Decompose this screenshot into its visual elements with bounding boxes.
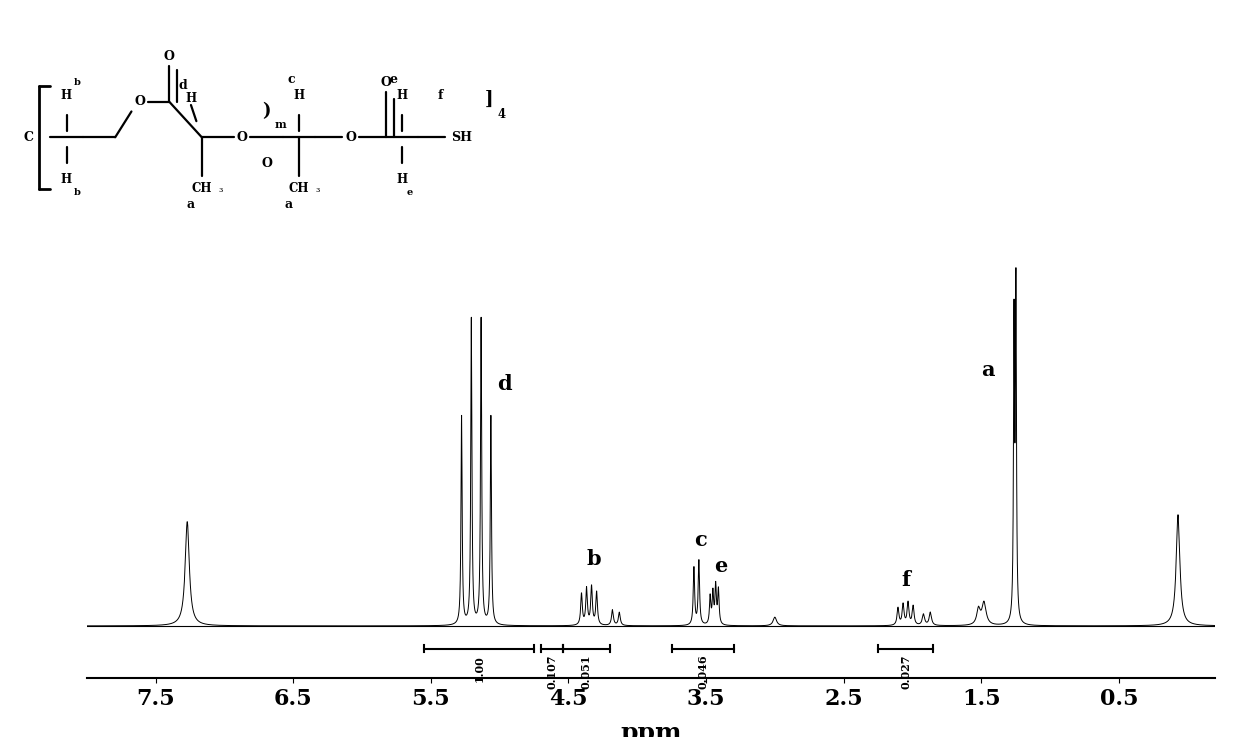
Text: 0.107: 0.107 bbox=[547, 654, 558, 689]
Text: SH: SH bbox=[451, 130, 472, 144]
Text: 1.00: 1.00 bbox=[474, 654, 485, 682]
Text: 0.051: 0.051 bbox=[580, 654, 591, 689]
Text: O: O bbox=[134, 95, 145, 108]
Text: O: O bbox=[262, 156, 272, 170]
Text: O: O bbox=[345, 130, 356, 144]
Text: CH: CH bbox=[289, 182, 310, 195]
Text: a: a bbox=[187, 198, 195, 212]
Text: H: H bbox=[397, 89, 408, 102]
Text: H: H bbox=[294, 89, 305, 102]
Text: 0.027: 0.027 bbox=[900, 654, 911, 689]
Text: e: e bbox=[389, 73, 398, 85]
Text: f: f bbox=[438, 89, 443, 102]
Text: a: a bbox=[284, 198, 293, 212]
X-axis label: ppm: ppm bbox=[620, 721, 682, 737]
Text: ₃: ₃ bbox=[218, 184, 223, 194]
Text: H: H bbox=[61, 89, 72, 102]
Text: ₃: ₃ bbox=[316, 184, 320, 194]
Text: H: H bbox=[61, 172, 72, 186]
Text: a: a bbox=[981, 360, 994, 380]
Text: e: e bbox=[407, 188, 413, 197]
Text: H: H bbox=[397, 172, 408, 186]
Text: ]: ] bbox=[485, 90, 492, 108]
Text: O: O bbox=[164, 50, 175, 63]
Text: 0.046: 0.046 bbox=[697, 654, 708, 689]
Text: CH: CH bbox=[191, 182, 212, 195]
Text: c: c bbox=[288, 73, 295, 85]
Text: e: e bbox=[714, 556, 728, 576]
Text: m: m bbox=[274, 119, 286, 130]
Text: c: c bbox=[693, 530, 707, 550]
Text: d: d bbox=[179, 79, 187, 92]
Text: ): ) bbox=[263, 102, 272, 120]
Text: f: f bbox=[901, 570, 910, 590]
Text: C: C bbox=[24, 130, 33, 144]
Text: O: O bbox=[237, 130, 248, 144]
Text: b: b bbox=[74, 188, 81, 197]
Text: 4: 4 bbox=[498, 108, 506, 121]
Text: d: d bbox=[497, 374, 512, 394]
Text: b: b bbox=[587, 549, 601, 569]
Text: O: O bbox=[381, 76, 391, 89]
Text: H: H bbox=[186, 92, 196, 105]
Text: b: b bbox=[74, 78, 81, 87]
